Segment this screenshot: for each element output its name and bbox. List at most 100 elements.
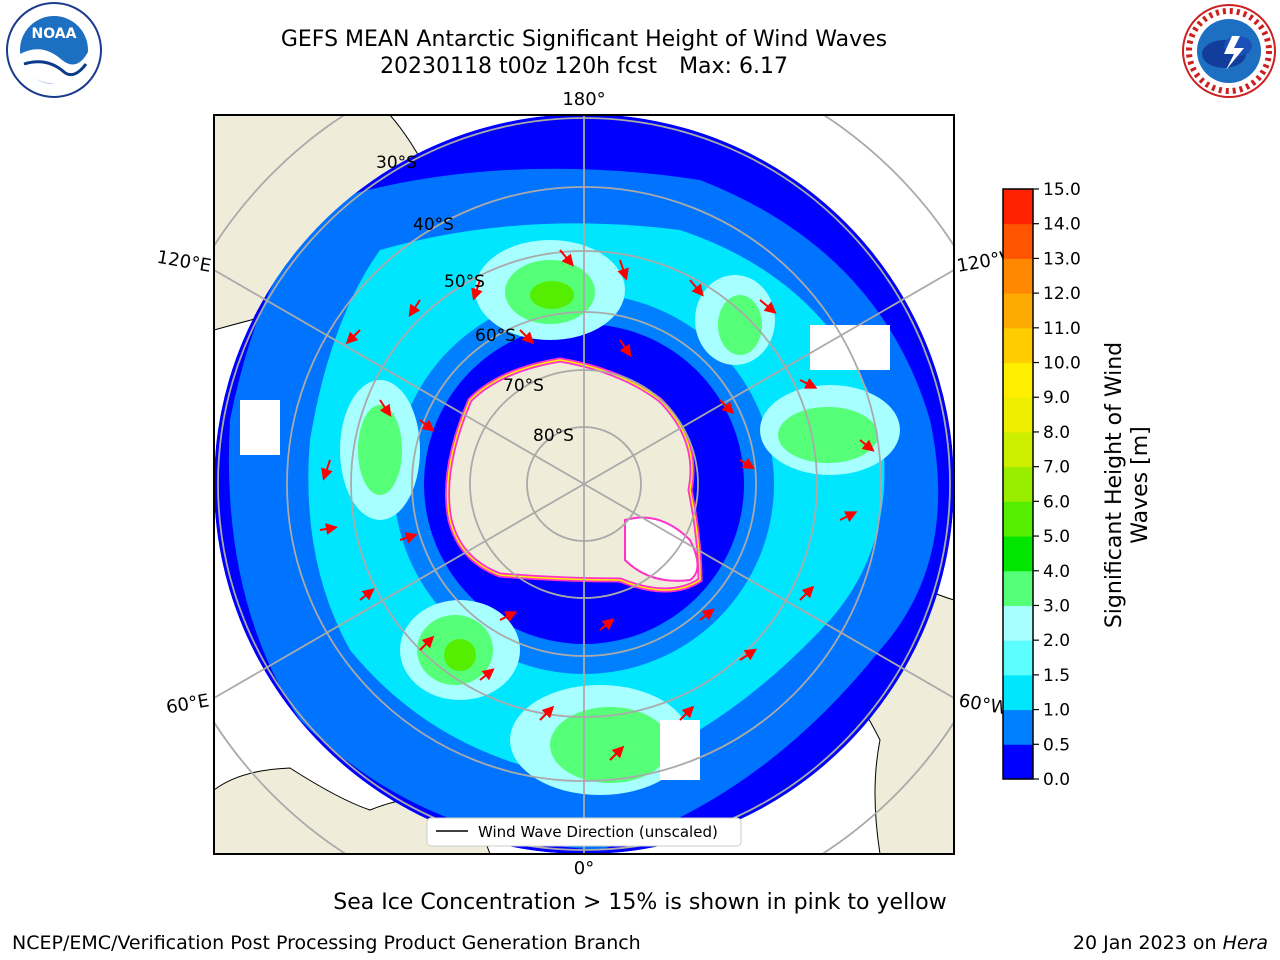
colorbar-tick-label: 6.0	[1043, 492, 1070, 512]
colorbar-swatch	[1003, 605, 1033, 641]
wave-arrow	[499, 611, 518, 623]
colorbar-tick-label: 0.5	[1043, 735, 1070, 755]
lat-label-30s: 30°S	[376, 153, 417, 173]
colorbar-tick-label: 4.0	[1043, 562, 1070, 582]
wave-arrow	[519, 329, 535, 345]
wave-arrow	[321, 459, 333, 481]
wave-arrow	[689, 279, 704, 297]
colorbar-tick-label: 7.0	[1043, 458, 1070, 478]
colorbar-tick-label: 2.0	[1043, 631, 1070, 651]
colorbar-tick-label: 1.5	[1043, 666, 1070, 686]
colorbar-tick-label: 15.0	[1043, 180, 1081, 200]
wave-arrow	[859, 439, 875, 452]
max-value: Max: 6.17	[679, 54, 788, 79]
colorbar-tick-label: 1.0	[1043, 701, 1070, 721]
colorbar-swatches	[1003, 189, 1033, 780]
colorbar-swatch	[1003, 466, 1033, 502]
colorbar-tick-label: 8.0	[1043, 423, 1070, 443]
wave-arrow	[345, 329, 361, 345]
wave-arrow	[359, 588, 375, 601]
colorbar-ticks: 0.0 0.5 1.0 1.5 2.0 3.0 4.0 5.0 6.0 7.0 8.0 9.0 10.0…	[1033, 180, 1081, 790]
lat-label-80s: 80°S	[533, 426, 574, 446]
wave-arrow	[699, 608, 715, 621]
colorbar-swatch	[1003, 189, 1033, 225]
colorbar-tick-label: 12.0	[1043, 284, 1081, 304]
lon-label-0: 0°	[574, 858, 594, 879]
wave-arrow	[799, 585, 815, 601]
colorbar-swatch	[1003, 397, 1033, 433]
colorbar-tick-label: 11.0	[1043, 319, 1081, 339]
wave-arrow	[719, 399, 735, 415]
colorbar-swatch	[1003, 293, 1033, 329]
ice-shelf	[624, 516, 699, 582]
legend-label: Wind Wave Direction (unscaled)	[478, 823, 718, 841]
colorbar-swatch	[1003, 674, 1033, 711]
colorbar-swatch	[1003, 570, 1033, 606]
wave-arrow	[471, 279, 483, 301]
wave-arrow	[379, 399, 392, 417]
wave-arrow	[419, 419, 435, 432]
wave-arrow	[799, 377, 818, 389]
lat-label-50s: 50°S	[444, 272, 485, 292]
host-name: Hera	[1222, 932, 1268, 954]
lat-label-40s: 40°S	[413, 215, 454, 235]
colorbar-tick-label: 13.0	[1043, 249, 1081, 269]
date-credit: 20 Jan 2023 on Hera	[1073, 932, 1268, 954]
lon-label-60e: 60°E	[165, 690, 211, 718]
noaa-logo-text: NOAA	[32, 26, 77, 42]
wave-arrow	[319, 523, 338, 535]
colorbar-swatch	[1003, 709, 1033, 745]
wave-arrow	[839, 511, 858, 523]
colorbar-swatch	[1003, 327, 1033, 364]
colorbar-tick-label: 9.0	[1043, 388, 1070, 408]
colorbar-tick-label: 5.0	[1043, 527, 1070, 547]
forecast-run: 20230118 t00z 120h fcst	[380, 54, 658, 79]
wave-arrow	[759, 299, 777, 314]
wind-wave-arrows	[319, 249, 875, 761]
colorbar-tick-label: 14.0	[1043, 215, 1081, 235]
wave-arrow	[619, 339, 632, 357]
run-date: 20 Jan 2023 on	[1072, 932, 1217, 954]
map-title: GEFS MEAN Antarctic Significant Height o…	[280, 27, 888, 52]
colorbar-swatch	[1003, 258, 1033, 294]
map-subtitle: 20230118 t00z 120h fcst Max: 6.17	[0, 54, 1168, 80]
wave-arrow	[559, 249, 574, 267]
colorbar-label-line1: Significant Height of Wind	[1102, 341, 1127, 629]
map-legend: Wind Wave Direction (unscaled)	[426, 817, 742, 847]
colorbar-swatch	[1003, 362, 1033, 398]
colorbar-label-line2: Waves [m]	[1128, 426, 1153, 544]
producer-credit: NCEP/EMC/Verification Post Processing Pr…	[12, 932, 641, 954]
noaa-logo: NOAA	[6, 2, 102, 98]
wave-arrow	[739, 457, 756, 470]
wave-arrow	[609, 745, 625, 761]
sea-ice-edge	[446, 359, 701, 591]
colorbar: 0.0 0.5 1.0 1.5 2.0 3.0 4.0 5.0 6.0 7.0 8.0 9.0 10.0…	[1002, 180, 1081, 790]
nws-logo	[1182, 4, 1276, 98]
lat-label-70s: 70°S	[503, 376, 544, 396]
lon-label-180: 180°	[562, 89, 605, 110]
colorbar-tick-label: 0.0	[1043, 770, 1070, 790]
wave-arrow	[599, 618, 615, 631]
map-frame	[213, 114, 955, 855]
colorbar-swatch	[1003, 501, 1033, 537]
colorbar-swatch	[1003, 431, 1033, 468]
wave-arrow	[399, 532, 418, 544]
colorbar-swatch	[1003, 744, 1033, 780]
colorbar-swatch	[1003, 640, 1033, 676]
colorbar-tick-label: 10.0	[1043, 354, 1081, 374]
graticule	[214, 115, 954, 854]
colorbar-swatch	[1003, 536, 1033, 572]
wave-arrow	[539, 705, 555, 721]
colorbar-frame	[1002, 188, 1034, 780]
lon-label-120e: 120°E	[155, 247, 213, 277]
wave-arrow	[679, 705, 695, 721]
lat-label-60s: 60°S	[475, 326, 516, 346]
wave-arrow	[739, 648, 757, 661]
sea-ice-note: Sea Ice Concentration > 15% is shown in …	[333, 890, 947, 915]
wave-arrow	[617, 259, 629, 281]
wave-arrow	[419, 635, 435, 651]
colorbar-swatch	[1003, 223, 1033, 259]
wave-arrow	[479, 668, 495, 681]
colorbar-tick-label: 3.0	[1043, 596, 1070, 616]
wave-arrow	[408, 299, 421, 317]
